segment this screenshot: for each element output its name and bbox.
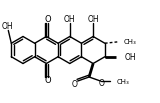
Text: OH: OH <box>64 15 76 23</box>
Text: O: O <box>72 80 78 89</box>
Text: CH₃: CH₃ <box>123 39 136 45</box>
Text: OH: OH <box>1 22 13 31</box>
Text: O: O <box>44 15 51 24</box>
Text: CH₃: CH₃ <box>117 79 130 85</box>
Text: O: O <box>99 79 104 88</box>
Text: OH: OH <box>87 15 99 23</box>
Text: O: O <box>44 76 51 85</box>
Text: OH: OH <box>124 53 136 62</box>
